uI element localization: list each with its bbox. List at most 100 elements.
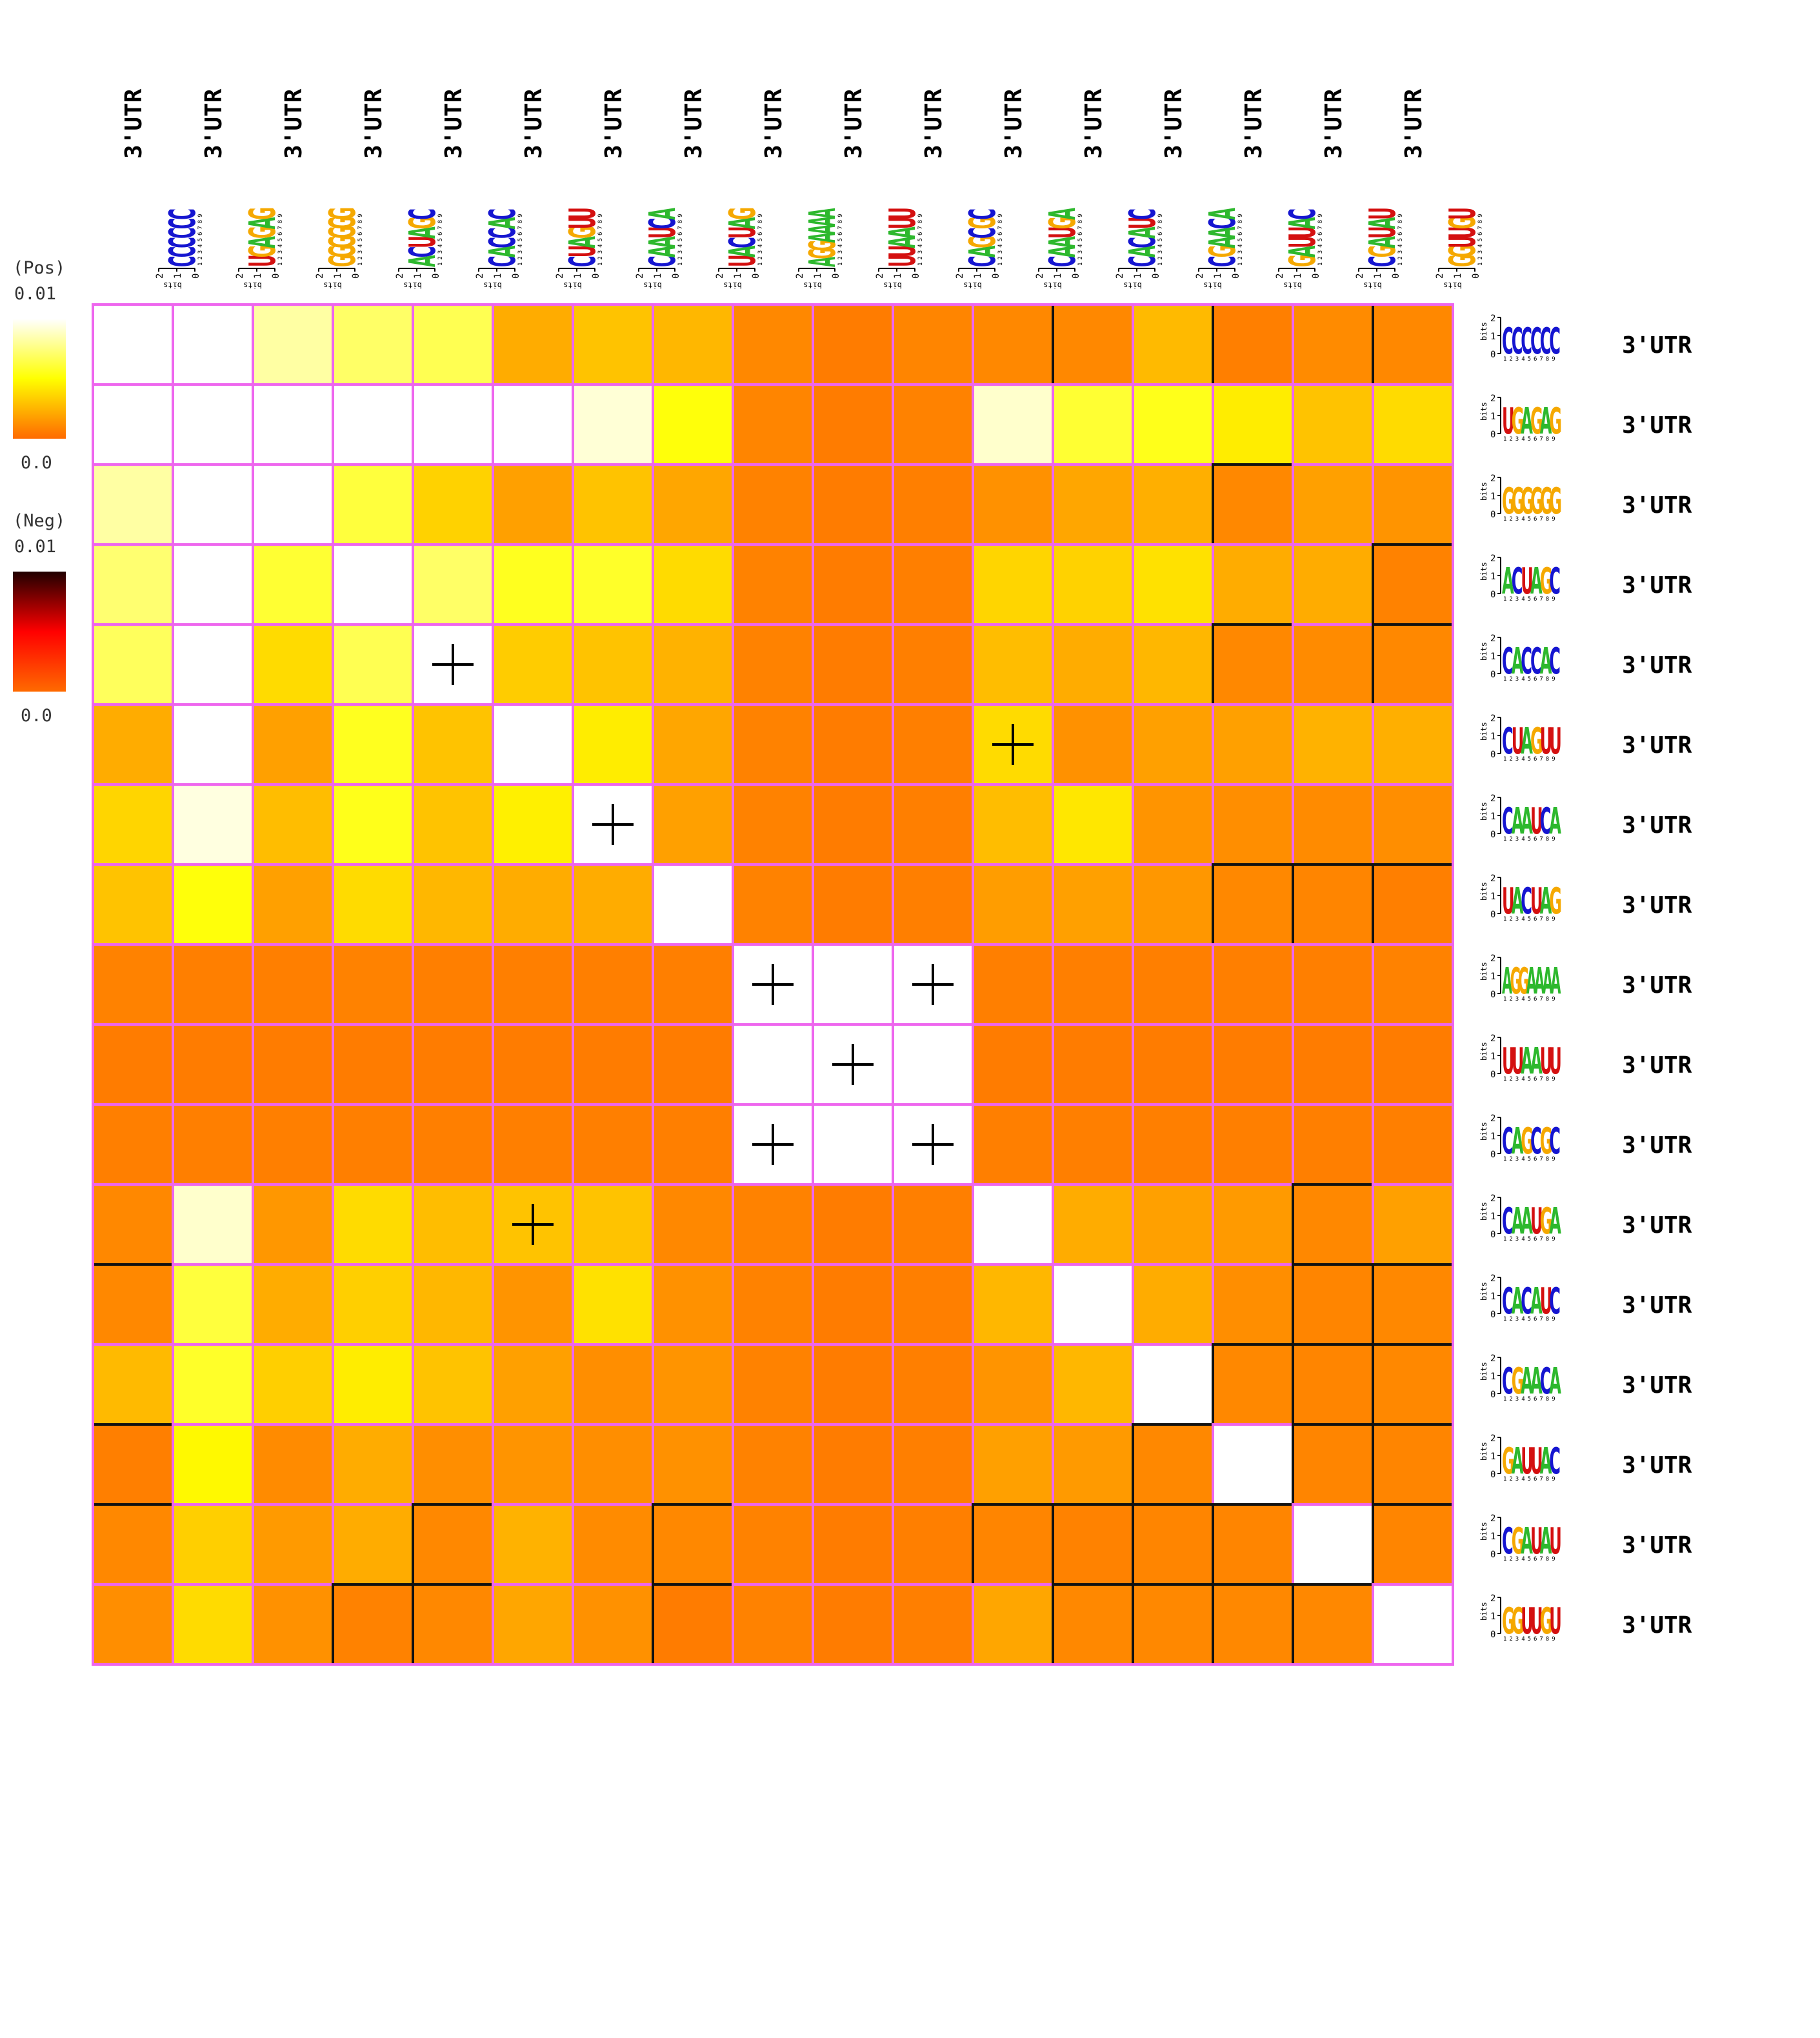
logo-position-tick: 3: [1515, 1236, 1519, 1243]
logo-position-tick: 7: [1539, 756, 1543, 763]
heatmap-cell: [1132, 1103, 1214, 1186]
logo-axis-label: bits: [883, 281, 902, 290]
logo-letter: U: [1502, 401, 1515, 443]
logo-position-tick: 2: [1509, 756, 1512, 763]
logo-axis-tick: 2: [475, 274, 485, 279]
colorbar-min-label: 0.0: [21, 453, 52, 473]
logo-letter: G: [722, 207, 764, 220]
heatmap-cell: [892, 863, 974, 946]
logo-position-tick: 9: [1552, 1156, 1555, 1163]
heatmap-cell: [1292, 1583, 1374, 1666]
logo-letter: U: [1122, 217, 1164, 230]
logo-position-tick: 6: [277, 232, 284, 235]
heatmap-cell: [172, 703, 254, 786]
heatmap-cell: [1052, 783, 1134, 866]
logo-position-tick: 3: [437, 250, 444, 254]
heatmap-cell: [1132, 1023, 1214, 1106]
logo-position-tick: 9: [1157, 214, 1164, 217]
logo-position-tick: 9: [997, 214, 1004, 217]
logo-axis-label: bits: [1443, 281, 1462, 290]
logo-position-tick: 1: [1503, 516, 1506, 523]
logo-axis-tick: 1: [413, 274, 423, 279]
logo-axis-tick: 2: [1490, 1194, 1495, 1204]
logo-position-tick: 7: [1539, 836, 1543, 843]
logo-position-tick: 8: [1546, 436, 1549, 443]
logo-axis-label: bits: [1479, 1522, 1488, 1541]
logo-position-tick: 4: [917, 244, 924, 247]
logo-axis-label: bits: [643, 281, 662, 290]
heatmap-cell: [1372, 1023, 1454, 1106]
logo-position-tick: 7: [1539, 516, 1543, 523]
row-region-label: 3'UTR: [1622, 812, 1692, 839]
logo-letter: C: [642, 255, 684, 267]
logo-axis-tick: 1: [1490, 1292, 1495, 1302]
logo-axis-tick: 0: [1490, 910, 1495, 920]
logo-position-tick: 6: [1534, 1316, 1537, 1323]
logo-letter: A: [642, 236, 684, 248]
logo-position-tick: 3: [1077, 250, 1084, 254]
logo-letter: U: [1530, 801, 1543, 843]
heatmap-cell: [1372, 303, 1454, 386]
logo-letter: C: [1282, 208, 1324, 220]
logo-position-tick: 3: [1237, 250, 1244, 254]
logo-axis-label: bits: [1043, 281, 1062, 290]
logo-letter: U: [1512, 721, 1525, 763]
logo-axis-tick: 1: [1490, 1212, 1495, 1222]
heatmap-cell: [1372, 1583, 1454, 1666]
heatmap-cell: [492, 543, 574, 626]
logo-axis-tick: 0: [1471, 274, 1481, 279]
logo-axis-label: bits: [243, 281, 262, 290]
plus-marker: [512, 1204, 554, 1245]
heatmap-cell: [332, 1343, 414, 1426]
plus-marker: [752, 964, 794, 1005]
logo-position-tick: 6: [1534, 516, 1537, 523]
logo-letter: A: [1042, 208, 1084, 220]
logo-position-tick: 3: [1515, 1076, 1519, 1083]
heatmap-cell: [1372, 1103, 1454, 1186]
logo-position-tick: 8: [1546, 1156, 1549, 1163]
heatmap-cell: [732, 463, 814, 546]
logo-axis-tick: 0: [1490, 1550, 1495, 1560]
logo-position-tick: 4: [1521, 756, 1525, 763]
heatmap-cell: [412, 383, 494, 466]
logo-letter: G: [402, 216, 444, 229]
logo-letter: A: [1540, 1441, 1552, 1483]
logo-letter: C: [1042, 255, 1084, 267]
logo-axis-tick: 0: [1231, 274, 1241, 279]
logo-position-tick: 1: [1503, 676, 1506, 683]
heatmap-cell: [892, 1423, 974, 1506]
logo-axis-tick: 0: [1490, 1230, 1495, 1240]
logo-position-tick: 4: [1521, 436, 1525, 443]
logo-position-tick: 5: [677, 238, 684, 241]
logo-position-tick: 8: [1546, 596, 1549, 603]
logo-position-tick: 8: [1546, 756, 1549, 763]
heatmap-cell: [172, 383, 254, 466]
heatmap-cell: [1212, 1343, 1294, 1426]
logo-position-tick: 9: [437, 214, 444, 217]
heatmap-cell: [652, 863, 734, 946]
logo-letter: U: [1540, 1041, 1553, 1083]
heatmap-cell: [1212, 463, 1294, 546]
logo-position-tick: 4: [1157, 244, 1164, 247]
heatmap-cell: [972, 303, 1054, 386]
logo-position-tick: 4: [997, 244, 1004, 247]
logo-axis-tick: 2: [1490, 394, 1495, 404]
column-region-label: 3'UTR: [1161, 88, 1187, 159]
logo-position-tick: 6: [357, 232, 364, 235]
logo-letter: A: [1282, 245, 1324, 257]
logo-letter: C: [1521, 641, 1532, 683]
logo-axis-tick: 2: [1035, 274, 1045, 279]
logo-letter: C: [1502, 641, 1514, 683]
colorbar-gradient: [13, 319, 66, 439]
heatmap-cell: [1132, 1183, 1214, 1266]
logo-letter: A: [1512, 1201, 1524, 1243]
logo-position-tick: 2: [757, 256, 764, 259]
row-region-label: 3'UTR: [1622, 972, 1692, 999]
logo-position-tick: 6: [1534, 996, 1537, 1003]
logo-position-tick: 4: [517, 244, 524, 247]
logo-letter: C: [1362, 255, 1404, 267]
logo-axis-tick: 0: [831, 274, 841, 279]
